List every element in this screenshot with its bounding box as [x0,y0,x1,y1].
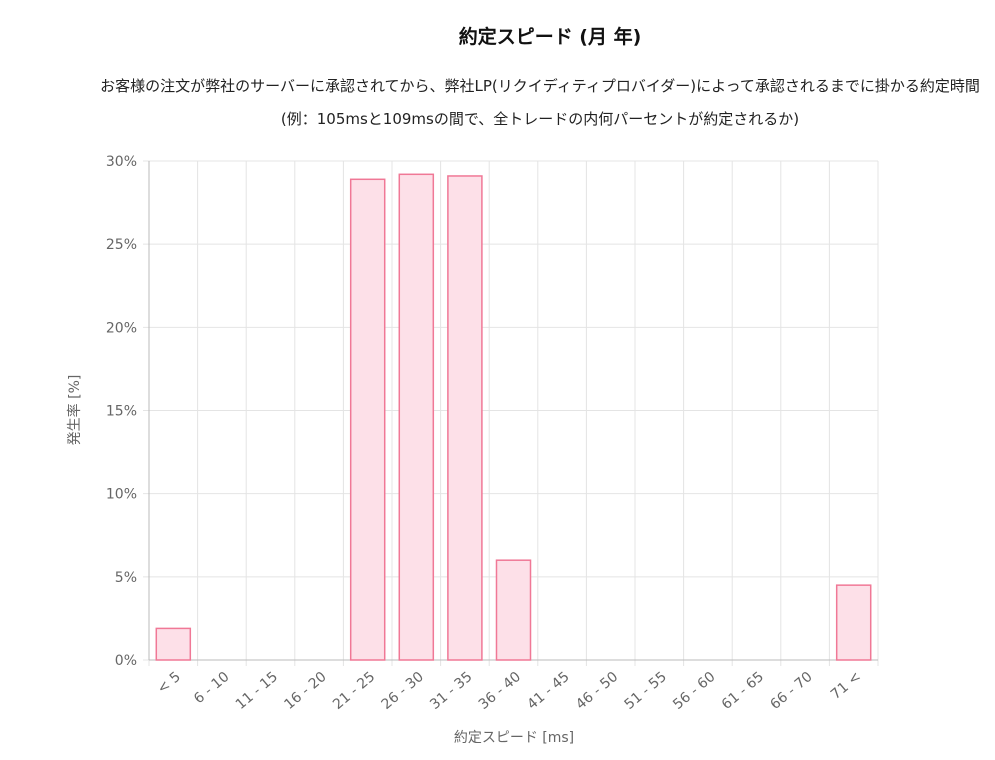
bar [835,584,872,661]
x-tick-label: 41 - 45 [524,669,572,713]
y-tick-label: 30% [106,154,137,170]
y-axis-label: 発生率 [%] [66,375,83,446]
x-tick-label: 6 - 10 [191,669,232,707]
x-tick-label: 51 - 55 [622,669,670,713]
y-tick-label: 20% [106,320,137,336]
y-tick-label: 25% [106,237,137,253]
x-tick-label: 36 - 40 [476,669,524,713]
bar [349,178,386,661]
x-tick-label: 16 - 20 [281,669,329,713]
x-tick-label: 61 - 65 [719,669,767,713]
x-tick-label: 26 - 30 [379,669,427,713]
x-tick-label: 11 - 15 [233,669,281,713]
y-tick-label: 5% [115,570,137,586]
y-tick-label: 10% [106,487,137,503]
chart-title: 約定スピード (月 年) [458,26,642,48]
x-tick-label: 66 - 70 [767,669,815,713]
bar [155,627,192,661]
x-tick-label: 46 - 50 [573,669,621,713]
bars [155,173,872,661]
y-axis-ticks: 0% 5% 10% 15% 20% 25% 30% [106,154,137,669]
x-tick-label: 31 - 35 [427,669,475,713]
bar [447,175,483,661]
x-tick-label: < 5 [154,669,184,697]
bar [495,559,532,661]
bar [398,173,435,661]
x-axis-label: 約定スピード [ms] [454,730,574,746]
grid-lines [143,160,879,666]
y-tick-label: 0% [115,653,137,669]
chart-subtitle: お客様の注文が弊社のサーバーに承認されてから、弊社LP(リクイディティプロバイダ… [100,77,980,128]
x-tick-label: 71 < [828,669,864,703]
x-tick-label: 56 - 60 [670,669,718,713]
x-tick-label: 21 - 25 [330,669,378,713]
y-tick-label: 15% [106,404,137,420]
